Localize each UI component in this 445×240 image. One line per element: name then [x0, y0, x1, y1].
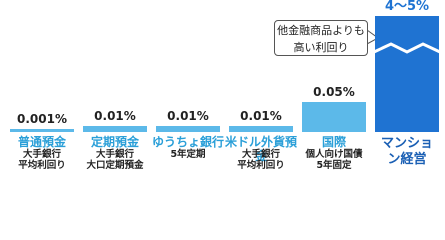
- bar: [302, 102, 366, 132]
- sub-label: 平均利回り: [18, 160, 66, 171]
- value-label: 4〜5%: [384, 0, 430, 14]
- bar: [156, 126, 220, 132]
- category-label: 米ドル外貨預金: [224, 135, 297, 163]
- plot: [10, 16, 441, 132]
- sub-label: 平均利回り: [237, 160, 285, 171]
- category-label: ゆうちょ銀行: [151, 135, 224, 149]
- value-label: 0.01%: [94, 109, 136, 123]
- chart: 他金融商品よりも高い利回り 0.001% 普通預金 大手銀行 平均利回り 0.01% 定期…: [10, 0, 441, 171]
- sub-label: 5年固定: [316, 160, 352, 171]
- value-label: 0.05%: [313, 85, 355, 99]
- category-label: 普通預金: [17, 135, 66, 149]
- bar: [83, 126, 147, 132]
- sub-label: 大口定期預金: [86, 160, 144, 171]
- bar: [375, 16, 439, 132]
- category-label: 国際: [321, 135, 346, 149]
- value-label: 0.01%: [167, 109, 209, 123]
- bar: [10, 129, 74, 132]
- sub-label: 個人向け国債: [305, 149, 363, 160]
- value-label: 0.01%: [240, 109, 282, 123]
- sub-label: 大手銀行: [22, 149, 61, 160]
- category-label: 定期預金: [90, 135, 139, 149]
- sub-label: 大手銀行: [241, 149, 280, 160]
- annotation: 他金融商品よりも高い利回り: [274, 20, 368, 56]
- category-label: マンション経営: [380, 136, 433, 167]
- value-label: 0.001%: [17, 112, 67, 126]
- sub-label: 5年定期: [170, 149, 206, 160]
- sub-label: 大手銀行: [95, 149, 134, 160]
- bar: [229, 126, 293, 132]
- axis-break: [373, 42, 441, 54]
